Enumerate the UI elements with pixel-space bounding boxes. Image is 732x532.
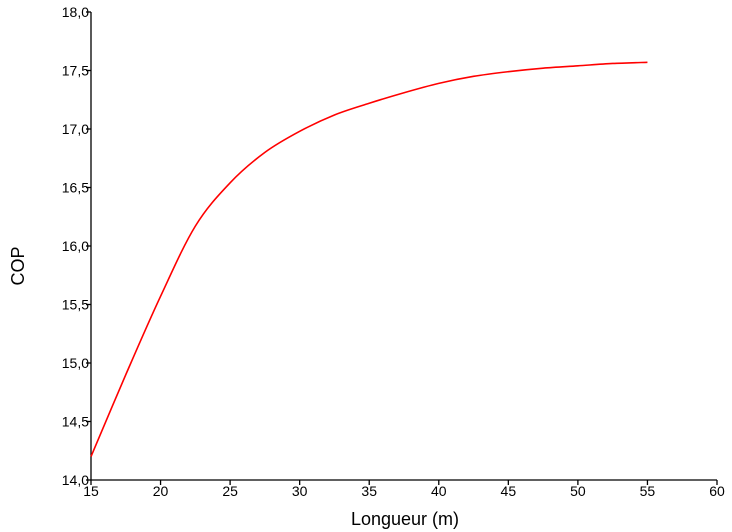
y-tick-label: 16,0: [62, 238, 89, 254]
y-tick-label: 18,0: [62, 4, 89, 20]
y-tick-label: 14,5: [62, 414, 89, 430]
y-tick-label: 15,5: [62, 297, 89, 313]
x-axis: 15 20 25 30 35 40 45 50 55 60: [83, 479, 725, 499]
y-tick-label: 14,0: [62, 472, 89, 488]
x-tick-label: 25: [222, 483, 238, 499]
x-tick-label: 35: [361, 483, 377, 499]
x-tick-label: 45: [501, 483, 517, 499]
y-axis: 14,0 14,5 15,0 15,5 16,0 16,5 17,0 17,5 18,0: [62, 4, 92, 488]
y-tick-label: 17,0: [62, 121, 89, 137]
y-tick-label: 16,5: [62, 180, 89, 196]
x-axis-title: Longueur (m): [351, 509, 459, 529]
series-layer: [90, 61, 648, 457]
x-tick-label: 15: [83, 483, 99, 499]
x-tick-label: 55: [640, 483, 656, 499]
x-tick-label: 30: [292, 483, 308, 499]
y-axis-title: COP: [8, 246, 28, 285]
x-tick-label: 20: [153, 483, 169, 499]
x-tick-label: 40: [431, 483, 447, 499]
y-tick-label: 15,0: [62, 355, 89, 371]
series-line: [90, 61, 648, 457]
y-tick-label: 17,5: [62, 63, 89, 79]
x-tick-label: 60: [709, 483, 725, 499]
x-tick-label: 50: [570, 483, 586, 499]
